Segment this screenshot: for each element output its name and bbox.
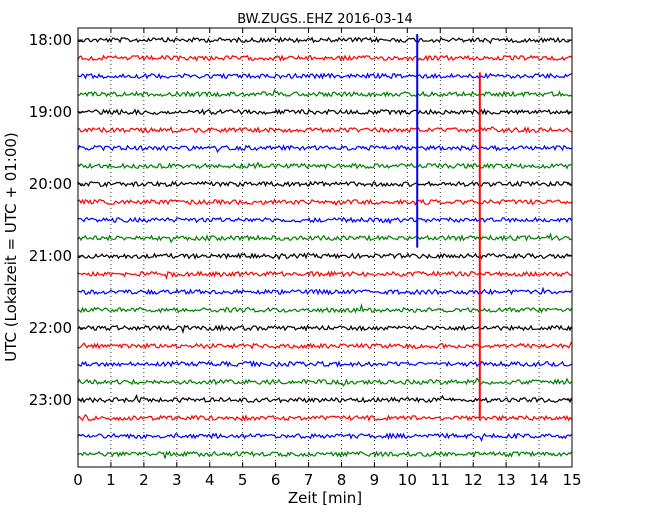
y-tick-label: 22:00 — [29, 319, 72, 337]
trace-line — [77, 198, 572, 207]
x-tick-label: 3 — [172, 471, 182, 489]
y-tick-label: 21:00 — [29, 247, 72, 265]
trace-line — [77, 393, 573, 404]
y-tick-label: 23:00 — [29, 391, 72, 409]
trace-line — [77, 377, 572, 387]
x-tick-label: 10 — [398, 471, 417, 489]
x-tick-label: 13 — [497, 471, 516, 489]
trace-line — [77, 450, 572, 459]
chart-title: BW.ZUGS..EHZ 2016-03-14 — [237, 12, 413, 27]
x-tick-label: 15 — [562, 471, 581, 489]
x-tick-label: 9 — [370, 471, 380, 489]
x-tick-label: 0 — [73, 471, 83, 489]
y-axis-ticks: 18:00 19:00 20:00 21:00 22:00 23:00 — [29, 31, 572, 409]
trace-line — [77, 144, 572, 154]
x-tick-label: 4 — [205, 471, 215, 489]
trace-line — [77, 341, 573, 350]
trace-line — [77, 216, 573, 225]
trace-line — [77, 72, 572, 80]
plot-frame — [77, 27, 573, 468]
trace-line — [77, 54, 572, 62]
x-tick-label: 14 — [530, 471, 549, 489]
trace-line — [77, 252, 572, 261]
y-tick-label: 20:00 — [29, 175, 72, 193]
trace-line — [77, 360, 572, 368]
y-axis-label: UTC (Lokalzeit = UTC + 01:00) — [2, 132, 20, 362]
x-tick-label: 11 — [431, 471, 450, 489]
x-tick-label: 8 — [337, 471, 347, 489]
event-spikes — [416, 34, 481, 418]
x-tick-label: 2 — [139, 471, 149, 489]
x-tick-label: 6 — [271, 471, 281, 489]
trace-line — [77, 180, 572, 188]
y-tick-label: 18:00 — [29, 31, 72, 49]
trace-line — [77, 108, 572, 116]
x-tick-label: 12 — [464, 471, 483, 489]
trace-line — [77, 126, 572, 134]
y-tick-label: 19:00 — [29, 103, 72, 121]
x-tick-label: 5 — [238, 471, 248, 489]
x-tick-label: 7 — [304, 471, 314, 489]
x-axis-ticks: 0 1 2 3 4 5 6 7 8 9 10 11 12 13 14 15 — [73, 28, 582, 489]
trace-line — [77, 232, 572, 244]
trace-line — [77, 324, 573, 335]
trace-line — [77, 286, 572, 296]
trace-line — [77, 432, 572, 443]
trace-line — [77, 36, 572, 45]
trace-line — [77, 302, 573, 314]
trace-lines — [77, 36, 573, 459]
trace-line — [77, 413, 572, 422]
x-axis-label: Zeit [min] — [288, 489, 362, 507]
x-tick-label: 1 — [106, 471, 116, 489]
trace-line — [77, 88, 572, 98]
trace-line — [77, 270, 572, 280]
trace-line — [77, 161, 572, 170]
